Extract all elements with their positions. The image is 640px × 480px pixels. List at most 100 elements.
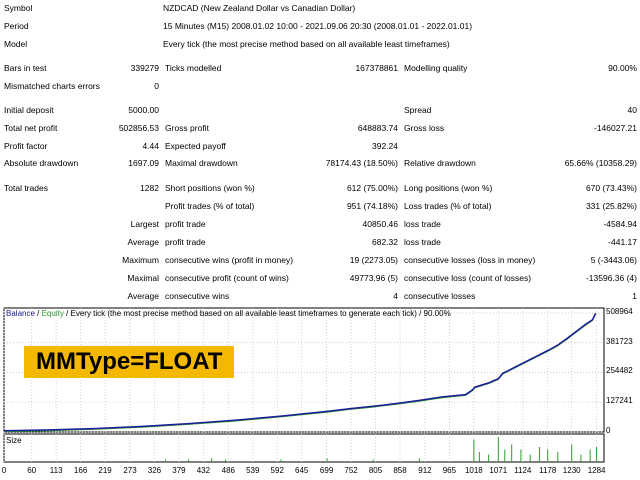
x-tick-label: 592 — [270, 466, 284, 475]
maximum-loss-value: 5 (-3443.06) — [590, 255, 637, 265]
x-tick-label: 1018 — [464, 466, 483, 475]
average2-profit-value: 4 — [393, 291, 398, 301]
x-tick-label: 1124 — [514, 466, 532, 475]
graph-legend: Balance / Equity / Every tick (the most … — [6, 309, 451, 318]
average2-loss-label: consecutive losses — [404, 291, 476, 301]
balance-line — [3, 312, 597, 432]
maximal-loss-value: -13596.36 (4) — [585, 273, 637, 283]
long-positions-label: Long positions (won %) — [404, 183, 493, 193]
x-tick-label: 379 — [172, 466, 186, 475]
ticks-modelled-label: Ticks modelled — [165, 63, 222, 73]
mismatched-label: Mismatched charts errors — [4, 81, 100, 91]
initial-deposit-value: 5000.00 — [128, 105, 159, 115]
x-tick-label: 539 — [246, 466, 260, 475]
absolute-drawdown-value: 1697.09 — [128, 158, 159, 168]
x-tick-label: 486 — [221, 466, 235, 475]
x-tick-label: 113 — [49, 466, 63, 475]
spread-label: Spread — [404, 105, 432, 115]
maximal-label: Maximal — [127, 273, 159, 283]
profit-trades-value: 951 (74.18%) — [346, 201, 398, 211]
profit-factor-label: Profit factor — [4, 141, 48, 151]
period-label: Period — [4, 21, 29, 31]
maximum-loss-label: consecutive losses (loss in money) — [404, 255, 536, 265]
relative-drawdown-value: 65.66% (10358.29) — [564, 158, 637, 168]
largest-loss-label: loss trade — [404, 219, 441, 229]
size-label: Size — [6, 436, 22, 445]
legend-balance: Balance — [6, 309, 35, 318]
total-trades-label: Total trades — [4, 183, 48, 193]
average2-loss-value: 1 — [632, 291, 637, 301]
absolute-drawdown-label: Absolute drawdown — [4, 158, 79, 168]
x-tick-label: 699 — [319, 466, 334, 475]
short-positions-label: Short positions (won %) — [165, 183, 255, 193]
ticks-modelled-value: 167378861 — [355, 63, 398, 73]
maximal-profit-label: consecutive profit (count of wins) — [165, 273, 289, 283]
total-trades-value: 1282 — [140, 183, 159, 193]
largest-profit-label: profit trade — [165, 219, 206, 229]
y-tick-label: 127241 — [606, 396, 633, 406]
x-tick-label: 1071 — [489, 466, 508, 475]
legend-equity: Equity — [41, 309, 64, 318]
x-tick-label: 1284 — [587, 466, 606, 475]
largest-label: Largest — [130, 219, 159, 229]
x-tick-label: 60 — [27, 466, 37, 475]
legend-description: / Every tick (the most precise method ba… — [63, 309, 451, 318]
relative-drawdown-label: Relative drawdown — [404, 158, 476, 168]
y-tick-label: 508964 — [606, 306, 633, 316]
short-positions-value: 612 (75.00%) — [346, 183, 398, 193]
profit-trades-label: Profit trades (% of total) — [165, 201, 255, 211]
profit-factor-value: 4.44 — [142, 141, 159, 151]
maximum-label: Maximum — [122, 255, 159, 265]
x-tick-label: 805 — [368, 466, 383, 475]
average-label: Average — [127, 237, 159, 247]
x-tick-label: 219 — [98, 466, 112, 475]
y-tick-label: 254482 — [606, 366, 633, 376]
largest-profit-value: 40850.46 — [362, 219, 398, 229]
x-tick-label: 432 — [196, 466, 211, 475]
x-tick-label: 1230 — [562, 466, 581, 475]
x-tick-label: 645 — [295, 466, 309, 475]
average2-label: Average — [127, 291, 159, 301]
symbol-label: Symbol — [4, 3, 33, 13]
x-tick-label: 273 — [123, 466, 137, 475]
x-tick-label: 912 — [418, 466, 432, 475]
x-tick-label: 326 — [147, 466, 162, 475]
volume-frame — [3, 433, 605, 463]
model-value: Every tick (the most precise method base… — [163, 39, 450, 49]
x-tick-label: 858 — [393, 466, 407, 475]
spread-value: 40 — [627, 105, 637, 115]
modelling-quality-value: 90.00% — [608, 63, 637, 73]
y-tick-label: 0 — [606, 426, 611, 435]
initial-deposit-label: Initial deposit — [4, 105, 54, 115]
maximum-profit-value: 19 (2273.05) — [349, 255, 398, 265]
average-profit-label: profit trade — [165, 237, 206, 247]
x-tick-label: 0 — [1, 466, 7, 475]
average-loss-label: loss trade — [404, 237, 441, 247]
symbol-value: NZDCAD (New Zealand Dollar vs Canadian D… — [163, 3, 356, 13]
loss-trades-label: Loss trades (% of total) — [404, 201, 492, 211]
total-net-profit-value: 502856.53 — [118, 123, 159, 133]
legend-separator: / — [34, 309, 42, 318]
balance-graph — [3, 307, 605, 463]
bars-in-test-value: 339279 — [130, 63, 159, 73]
gross-profit-label: Gross profit — [165, 123, 209, 133]
x-tick-label: 752 — [344, 466, 358, 475]
largest-loss-value: -4584.94 — [603, 219, 637, 229]
loss-trades-value: 331 (25.82%) — [585, 201, 637, 211]
gross-profit-value: 648883.74 — [357, 123, 398, 133]
maximal-loss-label: consecutive loss (count of losses) — [404, 273, 532, 283]
bars-in-test-label: Bars in test — [4, 63, 47, 73]
long-positions-value: 670 (73.43%) — [585, 183, 637, 193]
x-tick-label: 1178 — [539, 466, 557, 475]
y-tick-label: 381723 — [606, 336, 633, 346]
model-label: Model — [4, 39, 28, 49]
maximal-drawdown-label: Maximal drawdown — [165, 158, 238, 168]
average2-profit-label: consecutive wins — [165, 291, 230, 301]
expected-payoff-value: 392.24 — [372, 141, 398, 151]
gross-loss-label: Gross loss — [404, 123, 445, 133]
average-profit-value: 682.32 — [372, 237, 398, 247]
mmtype-badge: MMType=FLOAT — [24, 346, 234, 378]
maximum-profit-label: consecutive wins (profit in money) — [165, 255, 294, 265]
x-tick-label: 166 — [73, 466, 88, 475]
total-net-profit-label: Total net profit — [4, 123, 58, 133]
